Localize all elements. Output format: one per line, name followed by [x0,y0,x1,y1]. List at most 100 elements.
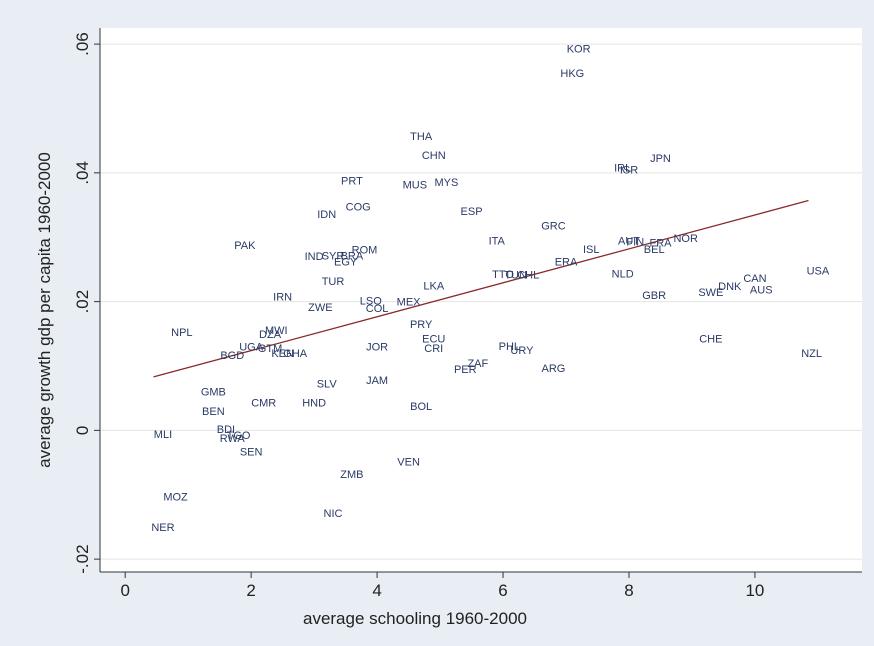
point-label-esp: ESP [461,206,483,218]
point-label-zaf: ZAF [467,358,488,370]
point-label-mys: MYS [434,177,458,189]
point-label-sen: SEN [240,447,263,459]
point-label-idn: IDN [317,209,336,221]
point-label-kor: KOR [567,44,591,56]
point-label-aut: AUT [618,235,640,247]
point-label-pry: PRY [410,319,433,331]
point-label-nor: NOR [673,233,698,245]
point-label-col: COL [366,303,389,315]
x-axis-title: average schooling 1960-2000 [303,609,527,628]
point-label-era: ERA [555,257,578,269]
point-label-cmr: CMR [251,398,276,410]
y-tick-label: 0 [73,426,92,435]
y-tick-label: .06 [73,32,92,56]
y-tick-label: .02 [73,290,92,314]
point-label-prt: PRT [341,176,363,188]
point-label-isr: ISR [620,165,638,177]
point-label-irl: IRL [614,163,631,175]
x-tick-label: 2 [246,581,255,600]
point-label-can: CAN [743,273,766,285]
fit-line-group [153,199,809,378]
point-label-pak: PAK [234,240,256,252]
axes: -.02 0 .02 .04 .06 0 2 4 6 8 10 [73,28,862,600]
point-label-ind: IND [305,251,324,263]
point-label-tha: THA [410,131,433,143]
point-label-ven: VEN [397,456,420,468]
x-tick-label: 10 [745,581,764,600]
point-label-uga: UGA [239,342,264,354]
point-label-tto: TTO [492,269,514,281]
point-label-cri: CRI [424,343,443,355]
point-label-nzl: NZL [801,348,822,360]
x-tick-label: 8 [624,581,633,600]
point-label-nld: NLD [612,268,634,280]
y-axis-title: average growth gdp per capita 1960-2000 [35,152,54,468]
point-label-dnk: DNK [718,281,742,293]
point-label-ecu: ECU [422,333,445,345]
point-label-dza: DZA [259,329,282,341]
point-label-slv: SLV [317,378,338,390]
point-label-rwa: RWA [220,433,246,445]
point-label-tun: TUN [504,270,527,282]
point-label-mex: MEX [397,297,422,309]
plot-area [100,28,862,572]
point-label-mli: MLI [154,429,172,441]
point-label-mus: MUS [403,179,427,191]
point-label-usa: USA [807,266,830,278]
point-label-ury: URY [510,345,534,357]
point-label-hnd: HND [302,398,326,410]
point-label-bol: BOL [410,401,432,413]
point-label-gtm: GTM [258,343,282,355]
point-label-egy: EGY [334,257,358,269]
point-label-npl: NPL [171,327,192,339]
x-tick-label: 0 [120,581,129,600]
point-label-gbr: GBR [642,290,666,302]
x-tick-label: 6 [498,581,507,600]
point-label-rom: ROM [352,244,378,256]
point-label-tur: TUR [322,276,345,288]
point-label-isl: ISL [583,244,600,256]
point-label-lso: LSO [360,295,382,307]
point-label-cog: COG [346,201,371,213]
point-label-per: PER [454,364,477,376]
point-label-bra: BRA [341,250,364,262]
point-label-moz: MOZ [163,492,188,504]
point-label-ita: ITA [489,235,506,247]
point-label-tgo: TGO [227,430,251,442]
y-tick-label: -.02 [73,544,92,573]
point-label-lka: LKA [423,281,444,293]
point-label-arg: ARG [541,363,565,375]
point-label-ner: NER [151,522,174,534]
point-label-syr: SYR [322,250,345,262]
point-label-nic: NIC [324,508,343,520]
point-label-gmb: GMB [201,387,226,399]
x-tick-label: 4 [372,581,381,600]
point-label-zmb: ZMB [340,469,363,481]
grid-lines [100,43,862,560]
point-label-aus: AUS [750,284,773,296]
point-label-fin: FIN [626,237,644,249]
y-tick-label: .04 [73,161,92,185]
point-label-fra: FRA [649,237,672,249]
point-label-bgd: BGD [220,350,244,362]
point-label-grc: GRC [541,221,566,233]
point-label-jor: JOR [366,342,388,354]
point-label-gha: GHA [283,348,308,360]
point-label-swe: SWE [698,287,723,299]
point-label-ken: KEN [271,348,294,360]
point-label-chl: CHL [517,270,539,282]
point-label-phl: PHL [499,341,520,353]
fit-line [153,199,809,378]
point-label-jam: JAM [366,375,388,387]
point-label-ben: BEN [202,406,225,418]
point-label-chn: CHN [422,150,446,162]
point-label-bdi: BDI [217,424,235,436]
point-label-jpn: JPN [650,153,671,165]
point-label-hkg: HKG [560,68,584,80]
point-label-irn: IRN [273,291,292,303]
point-label-bel: BEL [644,244,665,256]
point-label-che: CHE [699,333,722,345]
